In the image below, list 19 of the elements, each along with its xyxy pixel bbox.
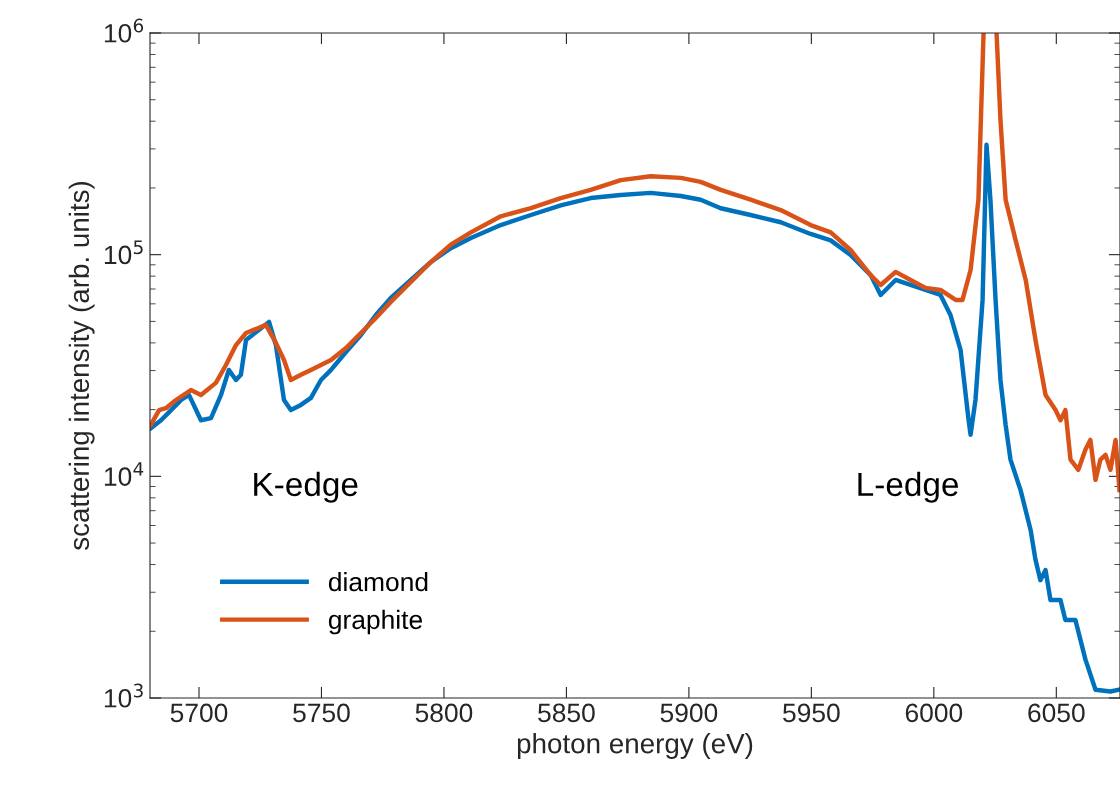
x-tick-label: 5700	[170, 703, 228, 723]
x-tick-label: 6050	[1028, 703, 1085, 723]
y-tick-label: 10$^{3}$	[104, 683, 143, 708]
annotation: L-edge	[858, 471, 958, 503]
line-series	[150, 142, 1120, 694]
y-tick-label: 10$^{5}$	[104, 240, 143, 265]
legend-label: graphite	[328, 609, 422, 635]
legend-label: diamond	[328, 571, 428, 592]
x-tick-label: 6000	[905, 703, 963, 723]
x-axis-title: photon energy (eV)	[517, 733, 753, 759]
x-tick-label: 5800	[415, 703, 473, 723]
x-tick-label: 5750	[293, 703, 350, 723]
x-tick-label: 5850	[538, 703, 595, 723]
x-tick-label: 5900	[660, 703, 718, 723]
y-tick-label: 10$^{4}$	[104, 462, 144, 486]
annotation: K-edge	[254, 471, 358, 503]
x-tick-label: 5950	[783, 703, 840, 723]
y-axis-title: scattering intensity (arb. units)	[68, 181, 95, 550]
y-tick-label: 10$^{6}$	[104, 18, 144, 43]
